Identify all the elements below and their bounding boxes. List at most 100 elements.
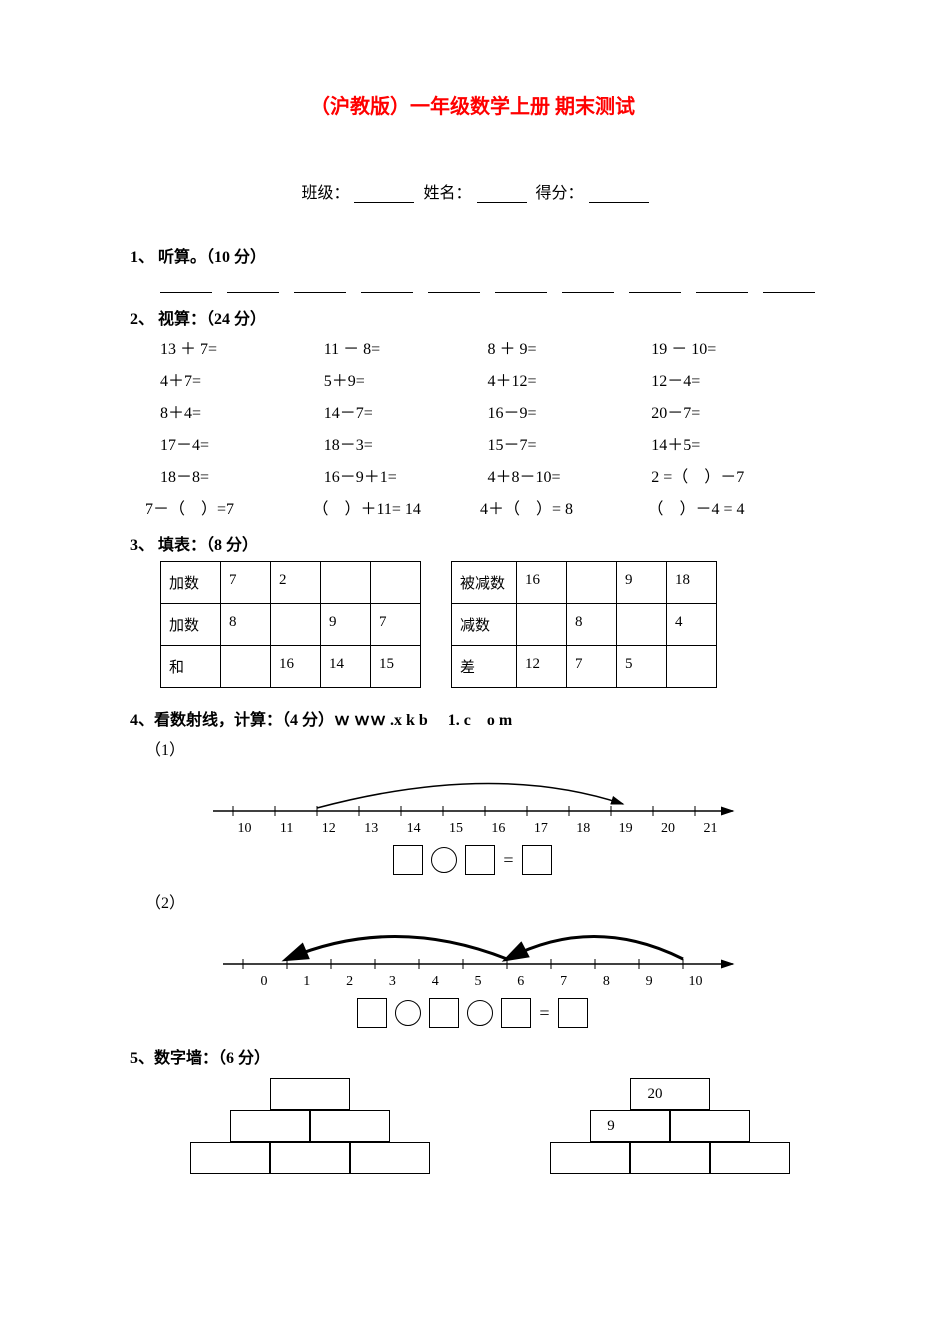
answer-box[interactable]	[393, 845, 423, 875]
operator-box[interactable]	[431, 847, 457, 873]
number-line-labels: 10 11 12 13 14 15 16 17 18 19 20 21	[228, 821, 718, 837]
cell[interactable]: 7	[221, 562, 271, 604]
answer-box[interactable]	[357, 998, 387, 1028]
brick[interactable]	[550, 1142, 630, 1174]
class-label: 班级：	[301, 185, 349, 202]
cell[interactable]	[321, 562, 371, 604]
answer-blank[interactable]	[361, 273, 413, 293]
answer-blank[interactable]	[227, 273, 279, 293]
cell[interactable]: 9	[617, 562, 667, 604]
answer-blank[interactable]	[160, 273, 212, 293]
answer-blank[interactable]	[763, 273, 815, 293]
problem: 14－7=	[324, 399, 488, 423]
answer-box[interactable]	[465, 845, 495, 875]
answer-blank[interactable]	[696, 273, 748, 293]
brick[interactable]	[670, 1110, 750, 1142]
tick-label: 6	[517, 974, 524, 990]
brick-top[interactable]: 20	[630, 1078, 710, 1110]
problem-row: 18－8= 16－9＋1= 4＋8－10= 2 =（ ）－7	[160, 463, 815, 487]
cell[interactable]: 5	[617, 646, 667, 688]
tick-label: 1	[303, 974, 310, 990]
tick-label: 14	[407, 821, 421, 837]
problem: 8＋4=	[160, 399, 324, 423]
brick[interactable]	[630, 1142, 710, 1174]
cell[interactable]	[667, 646, 717, 688]
brick[interactable]	[270, 1078, 350, 1110]
brick[interactable]	[710, 1142, 790, 1174]
answer-box[interactable]	[522, 845, 552, 875]
answer-blank[interactable]	[495, 273, 547, 293]
class-blank[interactable]	[354, 185, 414, 203]
tick-label: 2	[346, 974, 353, 990]
cell: 差	[452, 646, 517, 688]
brick[interactable]	[310, 1110, 390, 1142]
answer-box[interactable]	[558, 998, 588, 1028]
cell[interactable]: 14	[321, 646, 371, 688]
tick-label: 17	[534, 821, 548, 837]
answer-blank[interactable]	[294, 273, 346, 293]
tick-label: 9	[646, 974, 653, 990]
cell[interactable]: 7	[371, 604, 421, 646]
tick-label: 18	[576, 821, 590, 837]
number-wall-2: 20 9	[550, 1078, 790, 1178]
cell[interactable]: 15	[371, 646, 421, 688]
equation-row: =	[130, 845, 815, 875]
cell[interactable]: 16	[271, 646, 321, 688]
operator-box[interactable]	[467, 1000, 493, 1026]
problem: 11 － 8=	[324, 335, 488, 359]
cell[interactable]: 18	[667, 562, 717, 604]
q2-label: （2）	[130, 889, 815, 913]
problem-row: 17－4= 18－3= 15－7= 14＋5=	[160, 431, 815, 455]
cell[interactable]	[221, 646, 271, 688]
brick[interactable]	[270, 1142, 350, 1174]
cell[interactable]: 7	[567, 646, 617, 688]
problem: 16－9＋1=	[324, 463, 488, 487]
brick[interactable]: 9	[590, 1110, 670, 1142]
problem-row: 4＋7= 5＋9= 4＋12= 12－4=	[160, 367, 815, 391]
table-row: 加数 8 9 7	[161, 604, 421, 646]
table-row: 减数 8 4	[452, 604, 717, 646]
section-2-heading: 2、 视算：（24 分）	[130, 305, 815, 329]
problem: 19 － 10=	[651, 335, 815, 359]
cell[interactable]: 16	[517, 562, 567, 604]
problem: （ ）＋11= 14	[313, 495, 481, 519]
answer-blank[interactable]	[428, 273, 480, 293]
q1-label: （1）	[130, 736, 815, 760]
brick[interactable]	[350, 1142, 430, 1174]
cell[interactable]: 8	[567, 604, 617, 646]
brick[interactable]	[230, 1110, 310, 1142]
cell[interactable]	[371, 562, 421, 604]
cell[interactable]	[271, 604, 321, 646]
cell[interactable]	[517, 604, 567, 646]
answer-blank[interactable]	[562, 273, 614, 293]
answer-blank[interactable]	[629, 273, 681, 293]
cell[interactable]: 4	[667, 604, 717, 646]
brick[interactable]	[190, 1142, 270, 1174]
answer-box[interactable]	[501, 998, 531, 1028]
cell[interactable]: 12	[517, 646, 567, 688]
cell: 加数	[161, 562, 221, 604]
name-label: 姓名：	[423, 185, 471, 202]
cell[interactable]: 9	[321, 604, 371, 646]
cell[interactable]: 2	[271, 562, 321, 604]
cell[interactable]	[567, 562, 617, 604]
table-row: 加数 7 2	[161, 562, 421, 604]
score-blank[interactable]	[589, 185, 649, 203]
cell: 被减数	[452, 562, 517, 604]
operator-box[interactable]	[395, 1000, 421, 1026]
tick-label: 7	[560, 974, 567, 990]
subtraction-table: 被减数 16 9 18 减数 8 4 差 12 7 5	[451, 561, 717, 688]
cell[interactable]	[617, 604, 667, 646]
student-info-line: 班级： 姓名： 得分：	[130, 179, 815, 203]
tick-label: 4	[432, 974, 439, 990]
tick-label: 21	[703, 821, 717, 837]
tick-label: 10	[688, 974, 702, 990]
section-4-heading: 4、看数射线，计算：（4 分）ｗ ｗｗ .x k b 1. c o m	[130, 706, 815, 730]
visual-calc-grid: 13 ＋ 7= 11 － 8= 8 ＋ 9= 19 － 10= 4＋7= 5＋9…	[130, 335, 815, 519]
name-blank[interactable]	[477, 185, 527, 203]
tick-label: 10	[238, 821, 252, 837]
page-title: （沪教版）一年级数学上册 期末测试	[130, 90, 815, 119]
answer-box[interactable]	[429, 998, 459, 1028]
cell[interactable]: 8	[221, 604, 271, 646]
number-line-svg	[193, 766, 753, 821]
